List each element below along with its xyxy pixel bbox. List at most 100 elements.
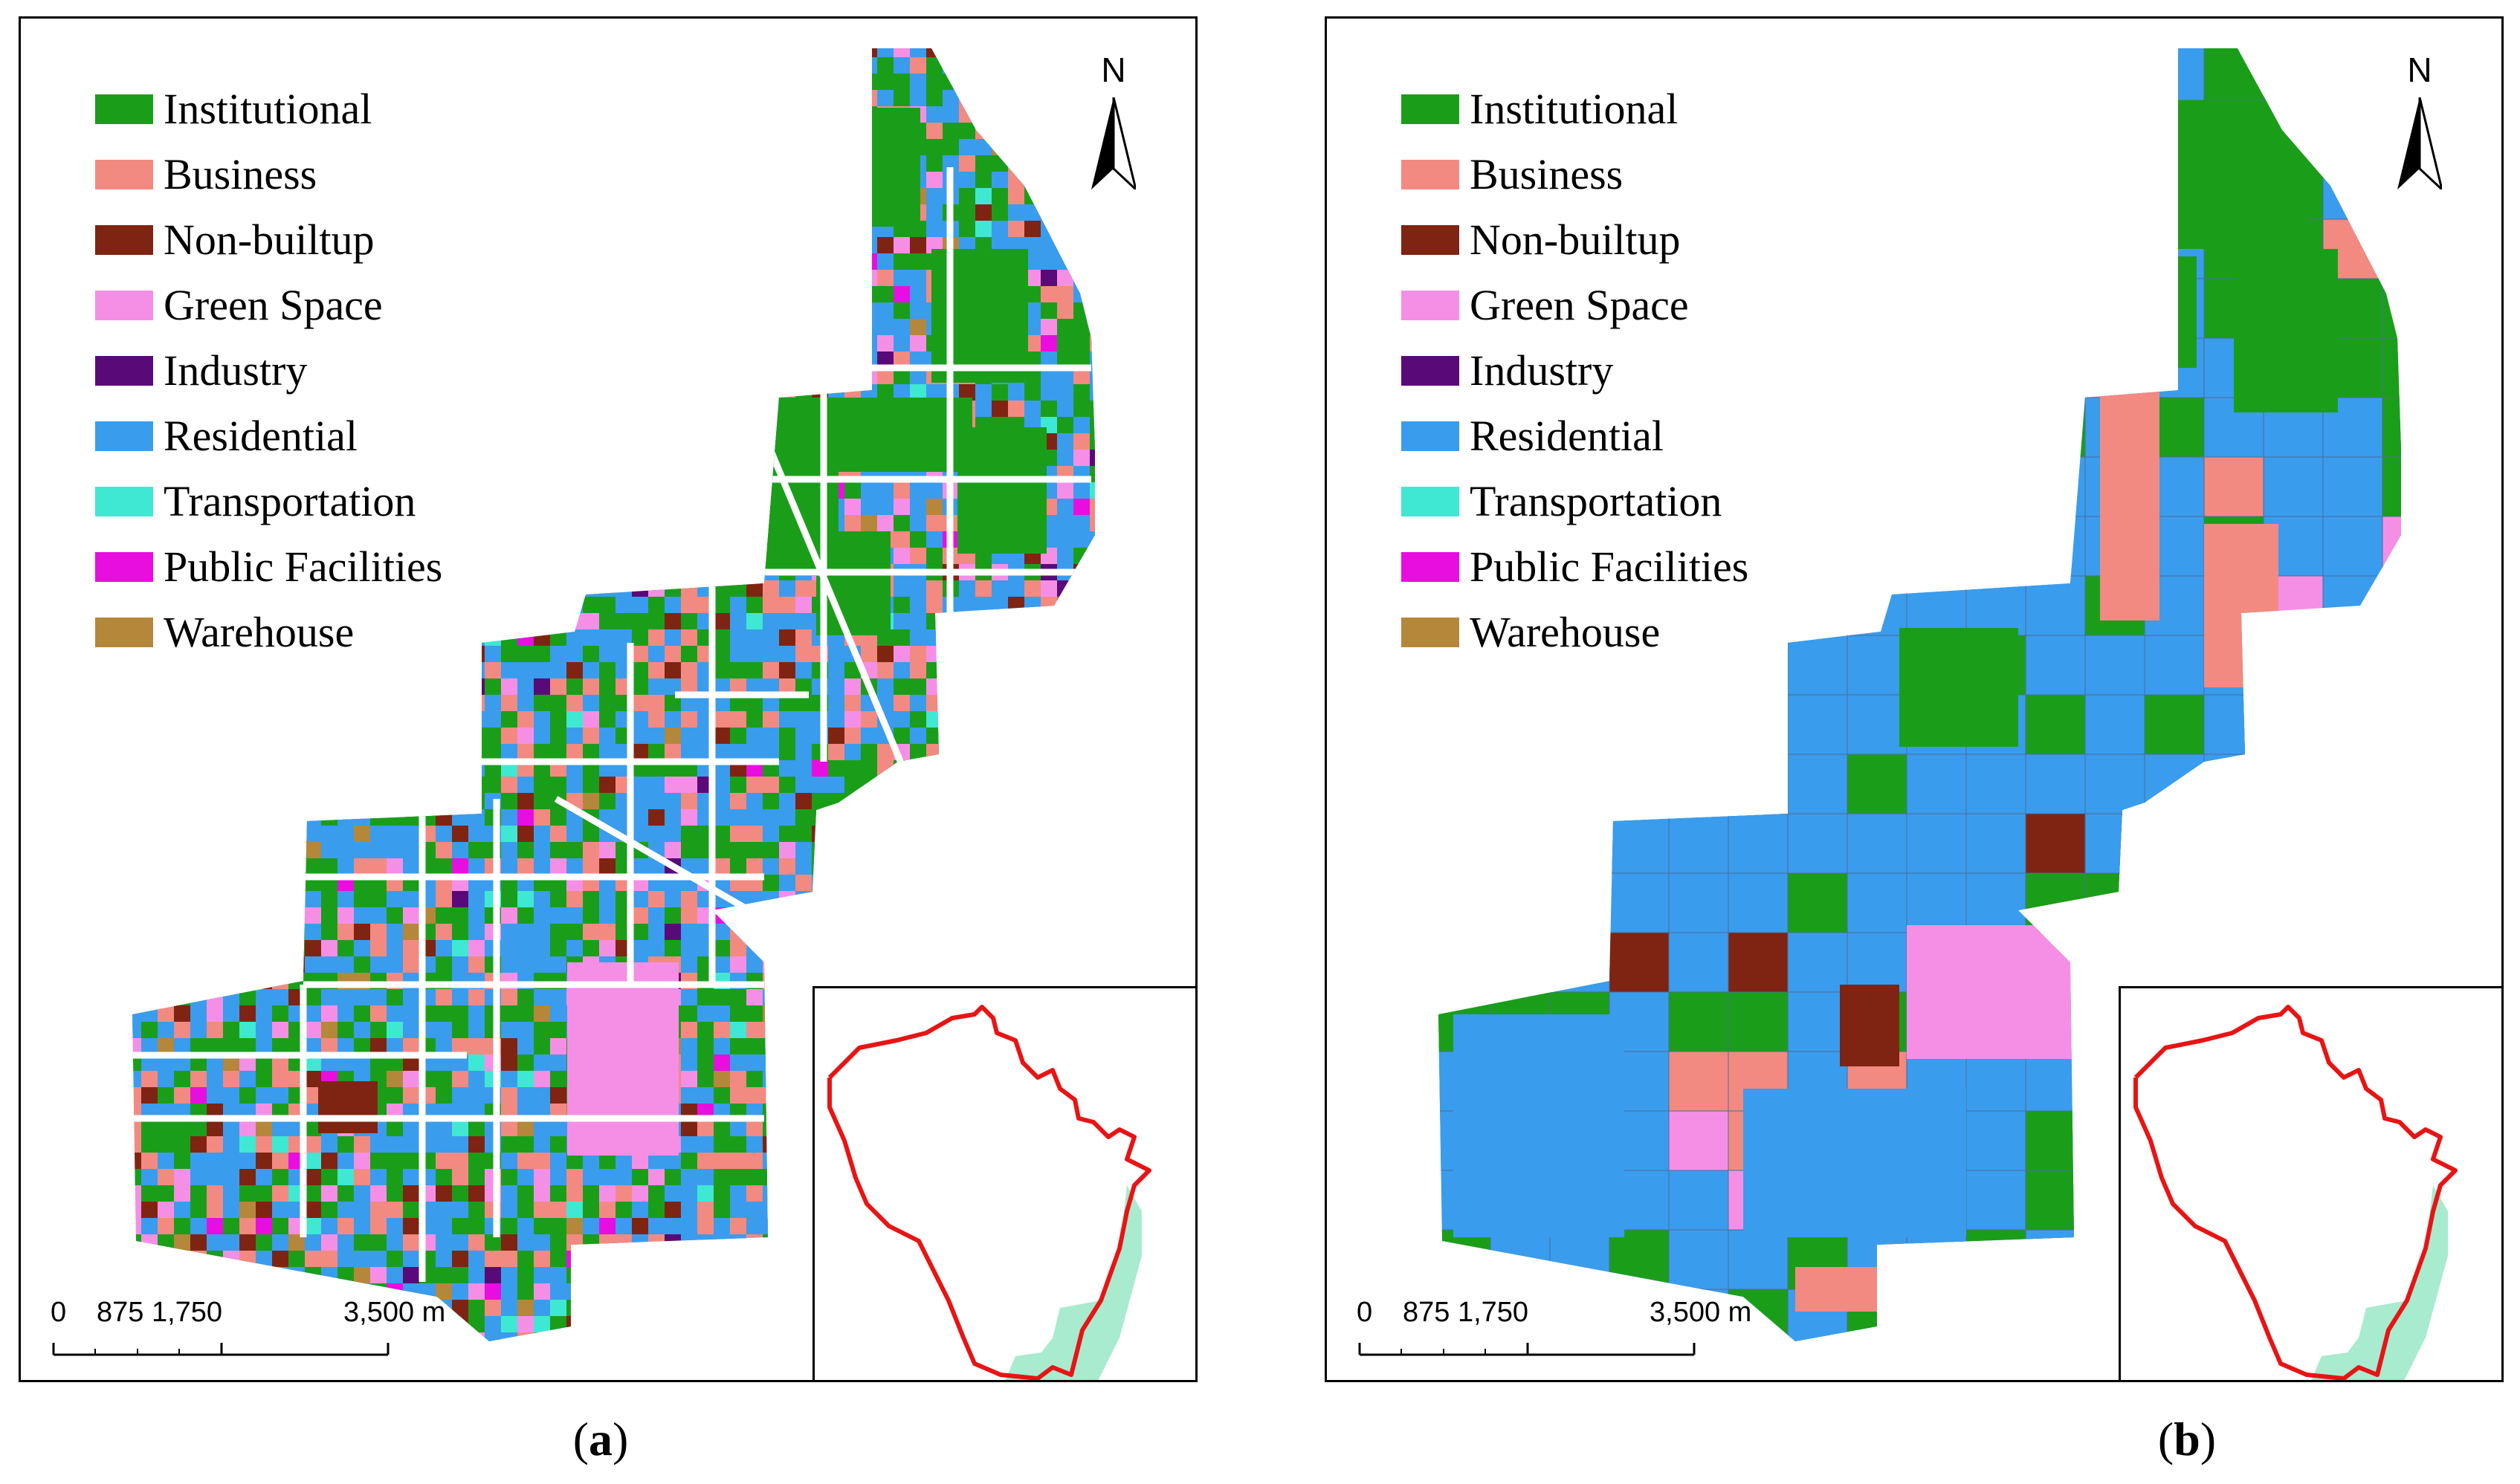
land-parcel (763, 1218, 795, 1234)
land-parcel (566, 1251, 599, 1283)
land-parcel (763, 1005, 779, 1038)
land-parcel (746, 499, 763, 531)
land-parcel (141, 57, 174, 74)
land-parcel (305, 777, 337, 809)
land-parcel (926, 597, 943, 613)
land-parcel (1073, 221, 1090, 237)
land-parcel (763, 1153, 795, 1169)
land-parcel (599, 564, 616, 597)
land-parcel (812, 90, 828, 106)
land-parcel (1008, 123, 1024, 155)
land-parcel (387, 57, 403, 74)
land-parcel (665, 1283, 697, 1316)
land-parcel (501, 204, 534, 237)
land-parcel (730, 1316, 746, 1332)
land-parcel (730, 531, 763, 548)
land-parcel (746, 793, 763, 809)
land-parcel (223, 57, 256, 74)
land-parcel (779, 351, 812, 384)
land-parcel (828, 826, 861, 842)
land-parcel (1090, 744, 1095, 777)
land-parcel (665, 106, 697, 139)
land-parcel (1041, 744, 1057, 777)
land-parcel (714, 351, 746, 384)
land-parcel (1090, 809, 1095, 842)
land-parcel (681, 1005, 697, 1022)
land-parcel (190, 1234, 207, 1251)
land-parcel (1057, 907, 1090, 940)
land-parcel (468, 335, 501, 351)
land-parcel (452, 564, 468, 580)
land-parcel (141, 1218, 158, 1234)
land-parcel (828, 319, 844, 351)
land-parcel (861, 793, 877, 809)
land-parcel (1024, 401, 1041, 417)
land-parcel (877, 891, 910, 924)
land-parcel (485, 417, 517, 433)
land-parcel (763, 351, 779, 368)
land-parcel (763, 924, 795, 956)
land-parcel (763, 286, 779, 319)
land-parcel (1024, 629, 1041, 646)
land-parcel (681, 188, 697, 221)
land-parcel (1090, 858, 1095, 891)
land-parcel (305, 678, 337, 695)
land-parcel (223, 973, 239, 989)
land-parcel (501, 433, 534, 450)
land-parcel (632, 1300, 648, 1316)
land-parcel (943, 695, 975, 711)
land-parcel (975, 907, 992, 940)
land-parcel (566, 48, 583, 57)
land-parcel (779, 907, 812, 940)
land-parcel (1057, 809, 1073, 842)
land-parcel (256, 695, 272, 711)
land-parcel (566, 237, 583, 270)
land-parcel (746, 1316, 779, 1332)
land-parcel (975, 188, 992, 204)
land-parcel (174, 48, 190, 74)
land-parcel (501, 466, 534, 482)
land-parcel (697, 253, 714, 286)
land-parcel (746, 302, 763, 319)
land-parcel (616, 48, 632, 74)
land-parcel (779, 204, 812, 221)
land-parcel (305, 809, 321, 826)
land-parcel (223, 842, 239, 858)
land-parcel (288, 728, 305, 760)
land-parcel (1073, 548, 1095, 564)
land-parcel (599, 1267, 632, 1283)
land-parcel (665, 1251, 681, 1283)
land-parcel (730, 384, 746, 417)
land-parcel (697, 1300, 714, 1316)
land-parcel (943, 940, 975, 973)
land-parcel (730, 499, 763, 515)
land-parcel (468, 891, 485, 907)
land-parcel (223, 891, 239, 907)
land-parcel (795, 335, 812, 351)
land-parcel (419, 760, 436, 793)
land-parcel (1041, 662, 1073, 695)
land-parcel (1008, 57, 1041, 74)
land-parcel (975, 956, 992, 973)
land-parcel (239, 793, 256, 809)
land-parcel (517, 1136, 534, 1153)
land-parcel (207, 760, 239, 777)
land-parcel (894, 384, 910, 401)
legend-a: Institutional Business Non-builtup Green Sp… (95, 77, 442, 665)
land-parcel (616, 139, 648, 172)
land-parcel (501, 450, 534, 482)
land-parcel (501, 155, 534, 172)
land-parcel (583, 450, 616, 482)
land-parcel (158, 973, 174, 989)
land-parcel (877, 842, 894, 875)
land-parcel (1008, 842, 1041, 858)
land-parcel (468, 564, 485, 597)
land-parcel (828, 139, 861, 172)
land-parcel (190, 826, 223, 842)
land-parcel (534, 597, 550, 629)
land-parcel (174, 940, 190, 973)
land-parcel (599, 1202, 616, 1218)
land-parcel (975, 90, 1008, 123)
land-parcel (599, 106, 632, 139)
land-parcel (665, 466, 697, 499)
